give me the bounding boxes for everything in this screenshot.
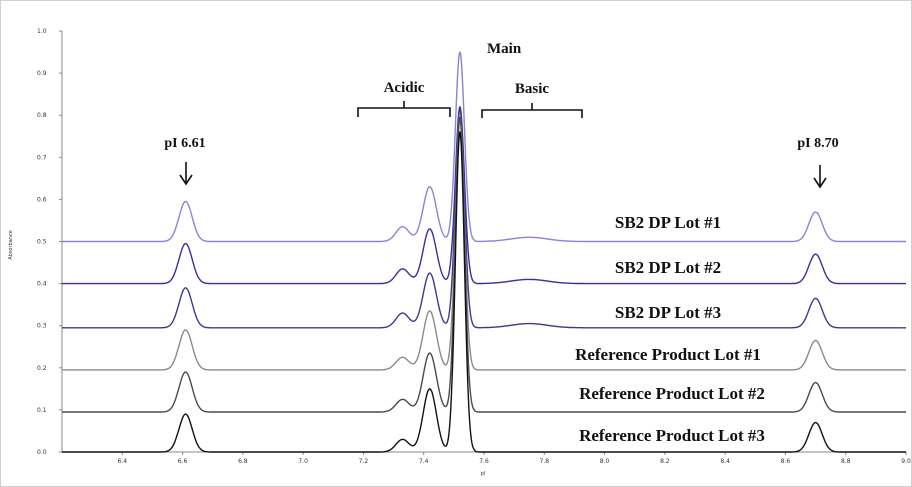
x-tick-label: 7.4 (419, 458, 429, 465)
series-line-2 (61, 106, 907, 285)
x-axis-title: pI (481, 471, 486, 477)
pi-low-label: pI 6.61 (164, 136, 205, 151)
basic-bracket (481, 103, 583, 118)
y-tick-label: 0.5 (37, 239, 47, 246)
y-axis-title: Absorbance (8, 230, 14, 260)
y-tick-label: 0.2 (37, 365, 47, 372)
y-tick-label: 1.0 (37, 28, 47, 35)
series-label: Reference Product Lot #3 (579, 426, 765, 445)
y-tick-label: 0.4 (37, 281, 47, 288)
x-tick-label: 7.0 (298, 458, 308, 465)
y-tick-label: 0.1 (37, 407, 47, 414)
x-tick-label: 6.6 (178, 458, 188, 465)
x-tick-label: 8.0 (600, 458, 610, 465)
y-tick-label: 0.9 (37, 70, 47, 77)
x-tick-label: 8.6 (781, 458, 791, 465)
series-layer (61, 51, 907, 453)
x-tick-label: 8.4 (720, 458, 730, 465)
series-label: SB2 DP Lot #2 (615, 258, 721, 277)
y-tick-label: 0.0 (37, 449, 47, 456)
x-tick-label: 7.6 (479, 458, 489, 465)
x-tick-label: 9.0 (901, 458, 911, 465)
y-tick-label: 0.8 (37, 112, 47, 119)
series-line-3 (61, 108, 907, 329)
y-tick-label: 0.3 (37, 323, 47, 330)
series-label: SB2 DP Lot #1 (615, 213, 721, 232)
pi-high-arrow (813, 165, 827, 189)
x-tick-label: 8.8 (841, 458, 851, 465)
series-line-1 (61, 51, 907, 243)
series-label: Reference Product Lot #2 (579, 384, 765, 403)
series-line-5 (61, 116, 907, 413)
series-label: SB2 DP Lot #3 (615, 303, 721, 322)
series-label: Reference Product Lot #1 (575, 345, 761, 364)
main-peak-label: Main (487, 41, 522, 57)
acidic-bracket (357, 101, 451, 117)
x-tick-label: 7.8 (540, 458, 550, 465)
x-tick-label: 6.8 (238, 458, 248, 465)
y-tick-label: 0.6 (37, 196, 47, 203)
basic-label: Basic (515, 81, 550, 97)
pi-high-label: pI 8.70 (797, 136, 838, 151)
x-tick-label: 8.2 (660, 458, 670, 465)
series-line-6 (61, 131, 907, 453)
acidic-label: Acidic (384, 80, 425, 96)
x-tick-label: 6.4 (118, 458, 128, 465)
x-tick-label: 7.2 (359, 458, 369, 465)
pi-low-arrow (179, 162, 193, 186)
y-tick-label: 0.7 (37, 154, 47, 161)
axis-ticks: 6.4 6.6 6.8 7.0 7.2 7.4 7.6 7.8 8.0 8.2 8.4 8.6 8.8 9… (37, 28, 911, 465)
series-line-4 (61, 116, 907, 371)
